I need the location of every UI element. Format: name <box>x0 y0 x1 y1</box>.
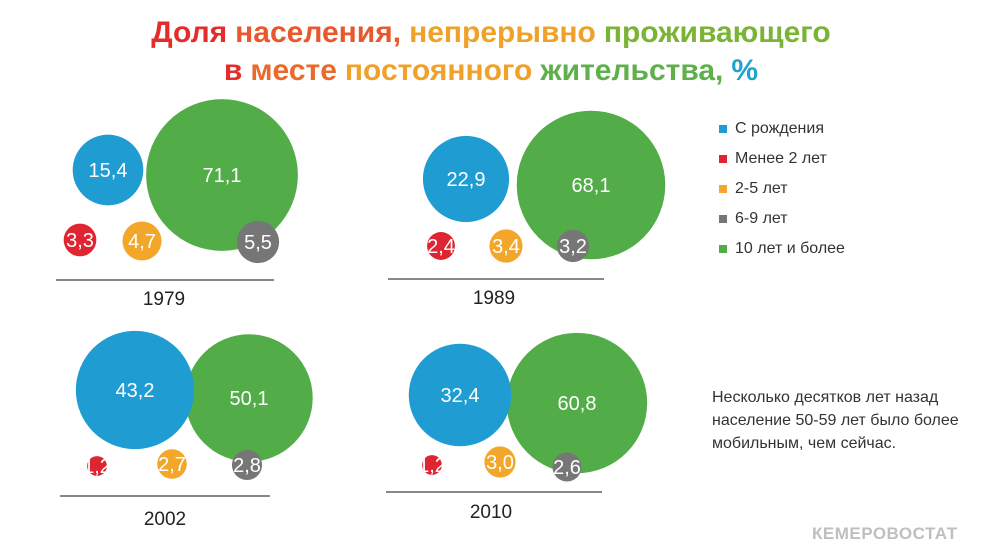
bubble-10-plus-years <box>516 110 666 260</box>
panel-1979: 15,4 3,3 4,7 5,5 71,1 1979 <box>56 99 298 310</box>
annotation-note: Несколько десятков лет назад население 5… <box>712 389 959 452</box>
legend-swatch <box>719 125 727 133</box>
data-label-under-2-years: 1,2 <box>418 455 446 477</box>
data-label-6-9-years: 2,8 <box>233 455 261 477</box>
title-word: проживающего <box>603 16 831 49</box>
panel-1989: 22,9 2,4 3,4 3,2 68,1 1989 <box>388 110 666 309</box>
title-word: непрерывно <box>409 16 596 49</box>
bubble-2-5-years <box>484 446 516 478</box>
data-label-10-plus-years: 71,1 <box>203 165 242 187</box>
legend-label: 6-9 лет <box>735 210 788 227</box>
bubble-under-2-years <box>87 456 107 476</box>
bubble-under-2-years <box>427 232 455 260</box>
data-label-since-birth: 22,9 <box>447 169 486 191</box>
bubble-6-9-years <box>231 449 263 481</box>
data-label-6-9-years: 2,6 <box>553 457 581 479</box>
title-word: жительства, <box>540 54 724 87</box>
bubble-under-2-years <box>63 223 97 257</box>
data-label-6-9-years: 5,5 <box>244 232 272 254</box>
data-label-2-5-years: 2,7 <box>158 454 186 476</box>
legend-label: 2-5 лет <box>735 180 788 197</box>
legend-item: Менее 2 лет <box>719 144 845 174</box>
bubble-since-birth <box>408 343 512 447</box>
data-label-under-2-years: 2,4 <box>427 236 455 258</box>
data-label-under-2-years: 1,2 <box>83 456 111 478</box>
year-label: 2010 <box>470 502 512 523</box>
legend-item: 6-9 лет <box>719 204 845 234</box>
bubble-2-5-years <box>489 229 523 263</box>
data-label-10-plus-years: 50,1 <box>230 388 269 410</box>
bubble-10-plus-years <box>185 334 313 462</box>
year-label: 1989 <box>473 288 515 309</box>
data-label-under-2-years: 3,3 <box>66 230 94 252</box>
panel-2002: 43,2 1,2 2,7 2,8 50,1 2002 <box>60 330 313 530</box>
legend-swatch <box>719 155 727 163</box>
bubble-6-9-years <box>556 229 590 263</box>
data-label-6-9-years: 3,2 <box>559 236 587 258</box>
bubble-10-plus-years <box>506 332 648 474</box>
title-word: % <box>731 54 759 87</box>
title-word: населения, <box>235 16 402 49</box>
legend: С рождения Менее 2 лет 2-5 лет 6-9 лет 1… <box>719 114 845 264</box>
data-label-2-5-years: 3,0 <box>486 452 514 474</box>
bubble-since-birth <box>422 135 510 223</box>
data-label-since-birth: 15,4 <box>89 160 128 182</box>
title-word: месте <box>250 54 337 87</box>
data-label-2-5-years: 4,7 <box>128 231 156 253</box>
legend-item: 10 лет и более <box>719 234 845 264</box>
data-label-10-plus-years: 60,8 <box>558 393 597 415</box>
data-label-10-plus-years: 68,1 <box>572 175 611 197</box>
legend-item: С рождения <box>719 114 845 144</box>
bubble-2-5-years <box>157 449 187 479</box>
legend-label: С рождения <box>735 120 824 137</box>
legend-swatch <box>719 185 727 193</box>
legend-item: 2-5 лет <box>719 174 845 204</box>
bubble-since-birth <box>72 134 144 206</box>
bubble-10-plus-years <box>146 99 298 251</box>
panel-2010: 32,4 1,2 3,0 2,6 60,8 2010 <box>386 332 648 523</box>
chart-title: Доля населения, непрерывно проживающего в ме… <box>0 14 982 90</box>
bubble-since-birth <box>75 330 195 450</box>
bubble-under-2-years <box>422 455 442 475</box>
chart-title-line-1: Доля населения, непрерывно проживающего <box>0 14 982 52</box>
data-label-since-birth: 32,4 <box>441 385 480 407</box>
brand-logo: КЕМЕРОВОСТАТ <box>812 524 958 543</box>
title-word: постоянного <box>344 54 533 87</box>
title-word: в <box>223 54 243 87</box>
legend-label: Менее 2 лет <box>735 150 827 167</box>
bubble-6-9-years <box>552 452 582 482</box>
title-word: Доля <box>151 16 228 49</box>
data-label-2-5-years: 3,4 <box>492 236 520 258</box>
legend-label: 10 лет и более <box>735 240 845 257</box>
bubble-2-5-years <box>122 221 162 261</box>
data-label-since-birth: 43,2 <box>116 380 155 402</box>
bubble-6-9-years <box>236 220 280 264</box>
chart-title-line-2: в месте постоянного жительства,% <box>0 52 982 90</box>
year-label: 1979 <box>143 289 185 310</box>
legend-swatch <box>719 245 727 253</box>
year-label: 2002 <box>144 509 186 530</box>
legend-swatch <box>719 215 727 223</box>
